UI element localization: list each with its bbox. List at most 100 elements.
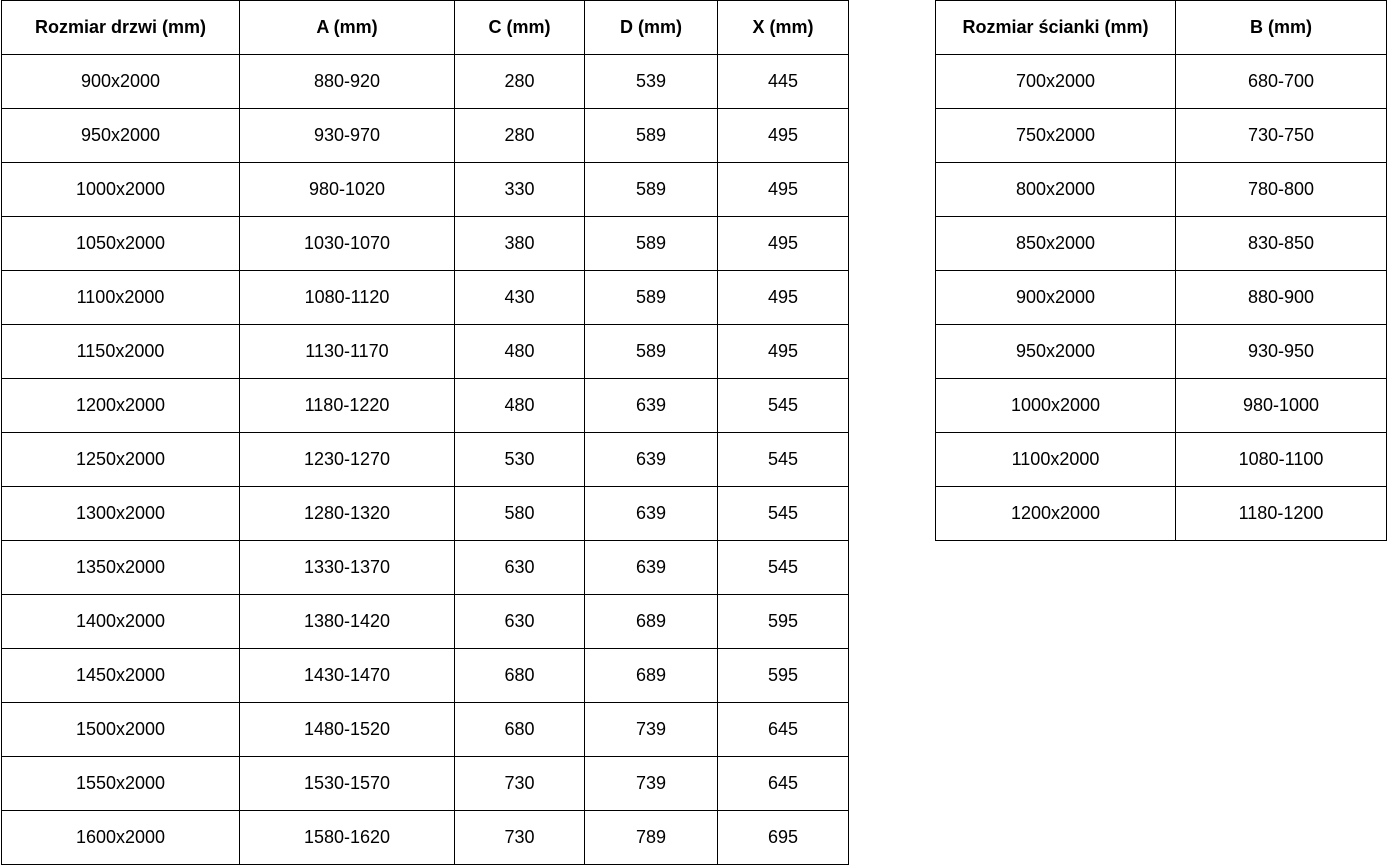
table-row: 900x2000 880-920 280 539 445 bbox=[1, 54, 849, 109]
table-cell: 980-1000 bbox=[1175, 378, 1387, 433]
table-cell: 695 bbox=[717, 810, 849, 865]
table-cell: 730 bbox=[454, 756, 585, 811]
table-cell: 739 bbox=[584, 702, 718, 757]
table-cell: 495 bbox=[717, 216, 849, 271]
column-header: A (mm) bbox=[239, 0, 455, 55]
table-cell: 1330-1370 bbox=[239, 540, 455, 595]
door-sizes-table: Rozmiar drzwi (mm) A (mm) C (mm) D (mm) X (m… bbox=[1, 0, 849, 865]
table-cell: 589 bbox=[584, 324, 718, 379]
table-cell: 545 bbox=[717, 378, 849, 433]
table-cell: 950x2000 bbox=[935, 324, 1176, 379]
table-row: 1450x2000 1430-1470 680 689 595 bbox=[1, 648, 849, 703]
table-cell: 1200x2000 bbox=[935, 486, 1176, 541]
table-cell: 545 bbox=[717, 432, 849, 487]
table-cell: 495 bbox=[717, 270, 849, 325]
table-cell: 495 bbox=[717, 108, 849, 163]
table-cell: 639 bbox=[584, 378, 718, 433]
table-cell: 930-950 bbox=[1175, 324, 1387, 379]
table-row: 1400x2000 1380-1420 630 689 595 bbox=[1, 594, 849, 649]
table-row: 1050x2000 1030-1070 380 589 495 bbox=[1, 216, 849, 271]
table-cell: 430 bbox=[454, 270, 585, 325]
table-cell: 1050x2000 bbox=[1, 216, 240, 271]
table-cell: 680 bbox=[454, 648, 585, 703]
table-cell: 1130-1170 bbox=[239, 324, 455, 379]
table-cell: 639 bbox=[584, 432, 718, 487]
table-cell: 630 bbox=[454, 540, 585, 595]
table-cell: 630 bbox=[454, 594, 585, 649]
table-cell: 1580-1620 bbox=[239, 810, 455, 865]
column-header: X (mm) bbox=[717, 0, 849, 55]
table-row: 1500x2000 1480-1520 680 739 645 bbox=[1, 702, 849, 757]
table-cell: 850x2000 bbox=[935, 216, 1176, 271]
table-cell: 1300x2000 bbox=[1, 486, 240, 541]
table-cell: 689 bbox=[584, 648, 718, 703]
table-cell: 1500x2000 bbox=[1, 702, 240, 757]
table-cell: 1180-1220 bbox=[239, 378, 455, 433]
table-row: 800x2000 780-800 bbox=[935, 162, 1387, 217]
table-row: 1200x2000 1180-1220 480 639 545 bbox=[1, 378, 849, 433]
table-cell: 689 bbox=[584, 594, 718, 649]
table-row: 1350x2000 1330-1370 630 639 545 bbox=[1, 540, 849, 595]
wall-sizes-table: Rozmiar ścianki (mm) B (mm) 700x2000 680-7… bbox=[935, 0, 1387, 541]
header-row: Rozmiar drzwi (mm) A (mm) C (mm) D (mm) X (m… bbox=[1, 0, 849, 55]
table-row: 850x2000 830-850 bbox=[935, 216, 1387, 271]
table-cell: 1080-1120 bbox=[239, 270, 455, 325]
table-cell: 280 bbox=[454, 54, 585, 109]
table-cell: 880-920 bbox=[239, 54, 455, 109]
table-row: 1000x2000 980-1020 330 589 495 bbox=[1, 162, 849, 217]
table-cell: 480 bbox=[454, 378, 585, 433]
header-row: Rozmiar ścianki (mm) B (mm) bbox=[935, 0, 1387, 55]
table-cell: 1180-1200 bbox=[1175, 486, 1387, 541]
table-cell: 880-900 bbox=[1175, 270, 1387, 325]
table-cell: 1280-1320 bbox=[239, 486, 455, 541]
table-cell: 1350x2000 bbox=[1, 540, 240, 595]
table-cell: 1200x2000 bbox=[1, 378, 240, 433]
table-cell: 1250x2000 bbox=[1, 432, 240, 487]
table-cell: 545 bbox=[717, 540, 849, 595]
table-cell: 930-970 bbox=[239, 108, 455, 163]
table-cell: 1100x2000 bbox=[935, 432, 1176, 487]
table-cell: 750x2000 bbox=[935, 108, 1176, 163]
table-row: 1100x2000 1080-1120 430 589 495 bbox=[1, 270, 849, 325]
table-cell: 330 bbox=[454, 162, 585, 217]
column-header: D (mm) bbox=[584, 0, 718, 55]
table-cell: 589 bbox=[584, 270, 718, 325]
table-cell: 1480-1520 bbox=[239, 702, 455, 757]
table-row: 1200x2000 1180-1200 bbox=[935, 486, 1387, 541]
table-cell: 1150x2000 bbox=[1, 324, 240, 379]
column-header: Rozmiar ścianki (mm) bbox=[935, 0, 1176, 55]
table-row: 1300x2000 1280-1320 580 639 545 bbox=[1, 486, 849, 541]
table-row: 950x2000 930-950 bbox=[935, 324, 1387, 379]
table-row: 1600x2000 1580-1620 730 789 695 bbox=[1, 810, 849, 865]
table-row: 700x2000 680-700 bbox=[935, 54, 1387, 109]
table-cell: 680-700 bbox=[1175, 54, 1387, 109]
table-cell: 595 bbox=[717, 594, 849, 649]
table-cell: 1000x2000 bbox=[1, 162, 240, 217]
table-cell: 539 bbox=[584, 54, 718, 109]
table-row: 1100x2000 1080-1100 bbox=[935, 432, 1387, 487]
table-cell: 639 bbox=[584, 486, 718, 541]
table-cell: 1600x2000 bbox=[1, 810, 240, 865]
table-cell: 580 bbox=[454, 486, 585, 541]
table-cell: 830-850 bbox=[1175, 216, 1387, 271]
table-cell: 739 bbox=[584, 756, 718, 811]
table-cell: 900x2000 bbox=[935, 270, 1176, 325]
table-row: 1250x2000 1230-1270 530 639 545 bbox=[1, 432, 849, 487]
table-cell: 589 bbox=[584, 162, 718, 217]
table-cell: 1380-1420 bbox=[239, 594, 455, 649]
table-cell: 1450x2000 bbox=[1, 648, 240, 703]
table-cell: 700x2000 bbox=[935, 54, 1176, 109]
table-cell: 380 bbox=[454, 216, 585, 271]
table-cell: 1230-1270 bbox=[239, 432, 455, 487]
table-cell: 495 bbox=[717, 324, 849, 379]
table-cell: 1400x2000 bbox=[1, 594, 240, 649]
table-cell: 730-750 bbox=[1175, 108, 1387, 163]
table-cell: 595 bbox=[717, 648, 849, 703]
table-row: 950x2000 930-970 280 589 495 bbox=[1, 108, 849, 163]
table-cell: 1080-1100 bbox=[1175, 432, 1387, 487]
table-cell: 789 bbox=[584, 810, 718, 865]
table-row: 1150x2000 1130-1170 480 589 495 bbox=[1, 324, 849, 379]
table-cell: 645 bbox=[717, 702, 849, 757]
table-row: 1550x2000 1530-1570 730 739 645 bbox=[1, 756, 849, 811]
table-cell: 680 bbox=[454, 702, 585, 757]
